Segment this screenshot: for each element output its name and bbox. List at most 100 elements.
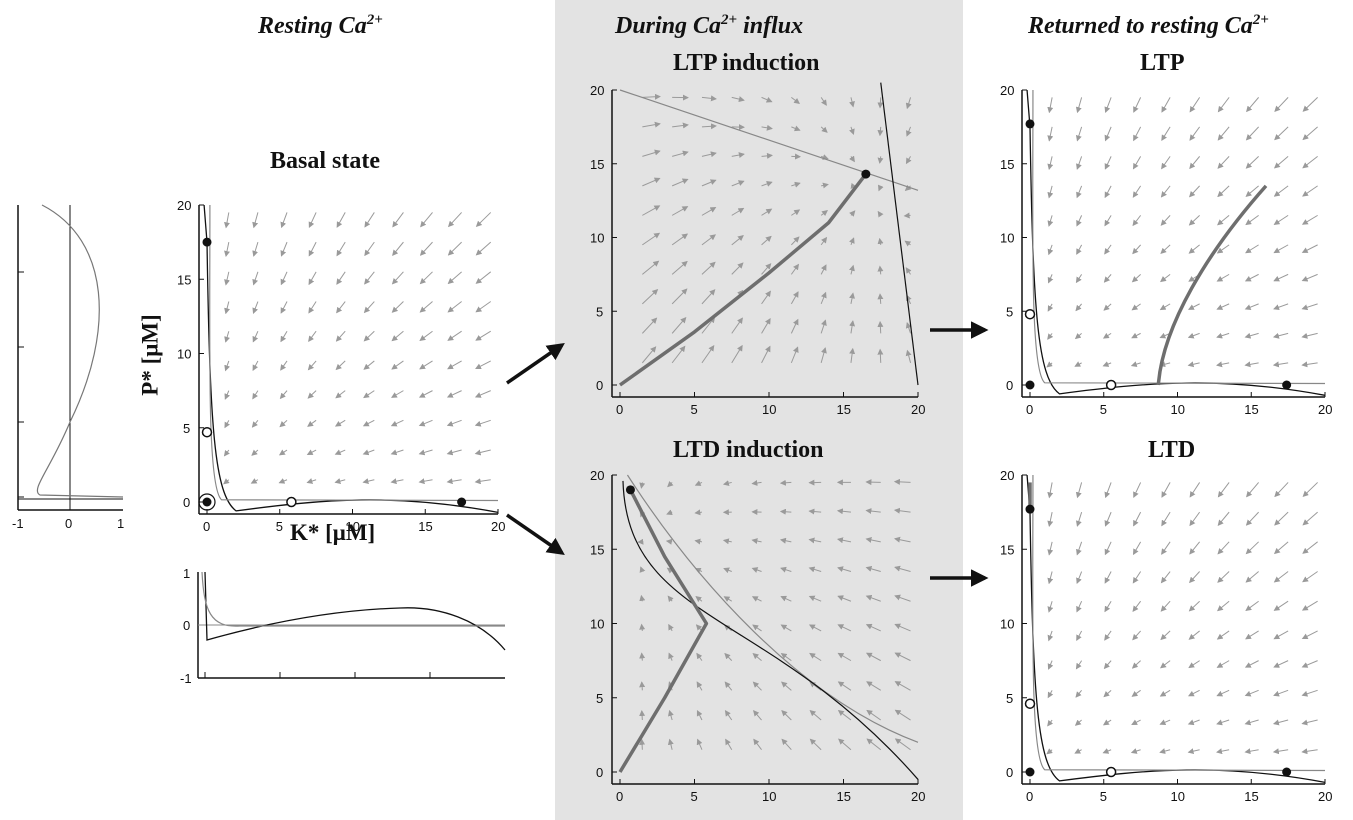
field-arrow xyxy=(1188,215,1200,226)
field-arrow xyxy=(446,419,462,427)
unstable-point xyxy=(1024,698,1036,709)
field-arrow xyxy=(1160,660,1171,669)
field-arrow xyxy=(1245,511,1259,526)
field-arrow xyxy=(1102,332,1112,339)
field-arrow xyxy=(391,301,404,313)
field-arrow xyxy=(694,509,703,516)
title-ltd: LTD xyxy=(1148,437,1196,463)
field-arrow xyxy=(905,349,912,364)
field-arrow xyxy=(420,212,433,228)
field-arrow xyxy=(751,596,762,602)
field-arrow xyxy=(752,681,762,691)
field-arrow xyxy=(696,738,703,750)
field-arrow xyxy=(1160,244,1171,254)
field-arrow xyxy=(905,267,912,275)
field-arrow xyxy=(694,480,703,486)
field-arrow xyxy=(1131,303,1141,311)
field-arrow xyxy=(1302,571,1318,583)
field-arrow xyxy=(1272,748,1289,755)
field-arrow xyxy=(1047,601,1054,613)
field-arrow xyxy=(1047,274,1054,284)
field-arrow xyxy=(672,150,689,157)
field-arrow xyxy=(1103,689,1112,698)
field-arrow xyxy=(1189,156,1201,170)
field-arrow xyxy=(1301,660,1318,668)
field-arrow xyxy=(761,290,771,305)
field-arrow xyxy=(419,241,433,256)
field-arrow xyxy=(731,344,743,364)
field-arrow xyxy=(335,390,346,399)
field-arrow xyxy=(1302,185,1318,197)
field-arrow xyxy=(1104,185,1112,199)
field-arrow xyxy=(666,509,673,516)
field-arrow xyxy=(1274,97,1289,113)
ltd_induction-plot: 00 5 5 10 10 15 15 20 20 xyxy=(590,468,925,804)
field-arrow xyxy=(1273,273,1289,282)
field-arrow xyxy=(1104,126,1112,142)
field-arrow xyxy=(865,594,881,602)
field-arrow xyxy=(667,480,674,488)
field-arrow xyxy=(780,652,792,662)
field-arrow xyxy=(731,262,744,275)
field-arrow xyxy=(761,318,771,334)
field-arrow xyxy=(809,652,822,662)
field-arrow xyxy=(642,260,660,275)
field-arrow xyxy=(731,152,745,159)
field-arrow xyxy=(280,301,288,314)
field-arrow xyxy=(1133,511,1142,527)
field-arrow xyxy=(362,449,375,456)
field-arrow xyxy=(1104,600,1112,613)
nullcline-k xyxy=(1026,474,1326,784)
field-arrow xyxy=(1273,244,1289,254)
field-arrow xyxy=(1132,600,1142,613)
field-arrow xyxy=(1217,214,1230,226)
field-arrow xyxy=(701,151,717,158)
field-arrow xyxy=(336,301,346,314)
field-arrow xyxy=(1103,303,1112,311)
field-arrow xyxy=(1189,185,1200,198)
field-arrow xyxy=(475,360,491,370)
ltp_induction-plot: 00 5 5 10 10 15 15 20 20 xyxy=(590,82,925,417)
field-arrow xyxy=(1216,719,1230,726)
field-arrow xyxy=(1075,511,1083,527)
field-arrow xyxy=(639,738,646,750)
field-arrow xyxy=(1132,244,1141,255)
unstable-point xyxy=(201,426,213,438)
field-arrow xyxy=(1104,215,1112,227)
field-arrow xyxy=(447,301,462,313)
field-arrow xyxy=(642,288,659,305)
field-arrow xyxy=(1216,303,1230,310)
field-arrow xyxy=(696,681,703,691)
field-arrow xyxy=(308,241,317,257)
field-arrow xyxy=(790,263,800,275)
field-arrow xyxy=(808,508,822,515)
field-arrow xyxy=(696,709,703,721)
x-tick-label: 5 xyxy=(691,789,698,804)
field-arrow xyxy=(279,390,288,400)
field-arrow xyxy=(639,652,646,661)
field-arrow xyxy=(1302,97,1318,112)
field-arrow xyxy=(1301,332,1318,339)
field-arrow xyxy=(906,126,912,137)
y-tick-label: 10 xyxy=(590,617,604,632)
field-arrow xyxy=(701,207,717,216)
field-arrow xyxy=(447,241,462,256)
field-arrow xyxy=(1161,541,1171,555)
field-arrow xyxy=(639,482,646,489)
field-arrow xyxy=(724,681,733,691)
unstable-point xyxy=(1024,308,1036,320)
field-arrow xyxy=(1076,571,1083,585)
y-tick-label: 15 xyxy=(1000,542,1014,557)
field-arrow xyxy=(307,390,317,399)
field-arrow xyxy=(1274,482,1289,498)
field-arrow xyxy=(1104,511,1112,527)
field-arrow xyxy=(877,265,884,275)
field-arrow xyxy=(671,288,688,305)
field-arrow xyxy=(820,319,827,334)
field-arrow xyxy=(1075,690,1083,698)
field-arrow xyxy=(1189,97,1201,113)
field-arrow xyxy=(1161,511,1171,527)
field-arrow xyxy=(364,271,375,285)
x-tick-label: 0 xyxy=(616,789,623,804)
